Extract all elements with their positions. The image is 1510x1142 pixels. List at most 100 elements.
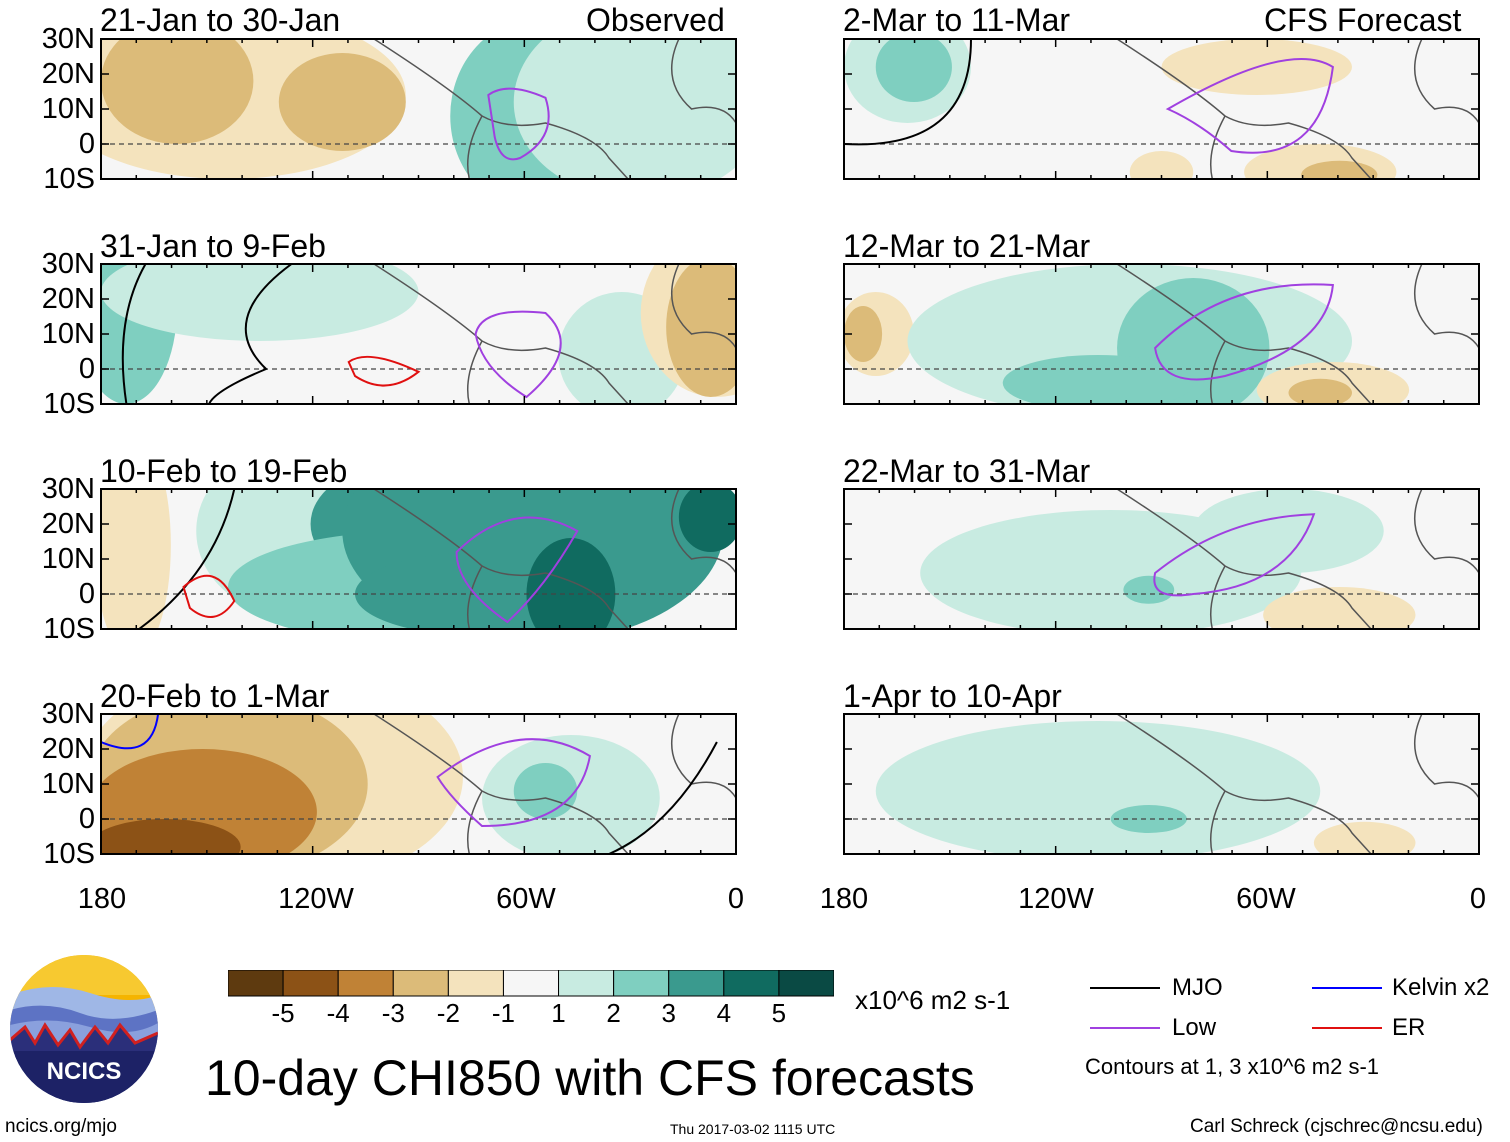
y-tick-label: 10N	[41, 768, 95, 800]
contour-line	[138, 489, 236, 629]
legend-mjo-line	[1090, 987, 1160, 989]
legend-contour-note: Contours at 1, 3 x10^6 m2 s-1	[1085, 1054, 1380, 1079]
contour-line	[455, 516, 579, 624]
colorbar-swatch	[228, 970, 284, 997]
shading-region	[1313, 821, 1416, 854]
shading-region	[101, 819, 241, 854]
panel-title-fc-3: 22-Mar to 31-Mar	[843, 453, 1091, 489]
colorbar-swatch	[778, 970, 834, 997]
colorbar-tick-label: 1	[551, 998, 566, 1028]
y-tick-label: 10S	[43, 163, 95, 195]
y-tick-label: 30N	[41, 248, 95, 280]
legend-kelvin-label: Kelvin x2	[1392, 974, 1490, 1001]
x-tick-fc-120w: 120W	[1018, 883, 1094, 915]
shading-region	[666, 264, 736, 397]
y-tick-label: 0	[78, 803, 95, 835]
legend-kelvin-line	[1312, 987, 1382, 989]
legend-er-label: ER	[1392, 1014, 1426, 1041]
contour-line	[208, 264, 293, 404]
contour-line	[1165, 58, 1334, 154]
contour-line	[436, 738, 592, 828]
y-tick-label: 10S	[43, 388, 95, 420]
x-tick-obs-0: 0	[727, 883, 745, 915]
colorbar-tick-label: 4	[716, 998, 732, 1028]
shading-region	[278, 53, 406, 151]
contour-line	[1153, 513, 1316, 597]
panel-title-obs-4: 20-Feb to 1-Mar	[100, 678, 330, 714]
y-tick-label: 10S	[43, 613, 95, 645]
colorbar-tick-label: 3	[661, 998, 676, 1028]
map-panel-fc-4	[843, 713, 1480, 855]
observed-header: Observed	[586, 2, 725, 38]
colorbar-swatch	[723, 970, 780, 997]
colorbar-swatch	[558, 970, 615, 997]
y-tick-label: 20N	[41, 283, 95, 315]
contour-line	[347, 355, 421, 387]
legend-low-label: Low	[1172, 1014, 1217, 1041]
map-panel-fc-3	[843, 488, 1480, 630]
forecast-header: CFS Forecast	[1264, 2, 1462, 38]
panel-title-fc-2: 12-Mar to 21-Mar	[843, 228, 1091, 264]
x-tick-fc-180: 180	[819, 883, 869, 915]
shading-region	[101, 264, 419, 341]
colorbar-swatch	[447, 970, 504, 997]
panel-title-fc-4: 1-Apr to 10-Apr	[843, 678, 1062, 714]
contour-line	[1154, 283, 1334, 381]
y-tick-label: 20N	[41, 508, 95, 540]
figure-title: 10-day CHI850 with CFS forecasts	[205, 1050, 975, 1106]
y-tick-label: 30N	[41, 473, 95, 505]
y-tick-label: 20N	[41, 58, 95, 90]
legend-mjo-label: MJO	[1172, 974, 1223, 1001]
shading-region	[526, 538, 616, 629]
colorbar-tick-label: 2	[606, 998, 621, 1028]
footer-timestamp: Thu 2017-03-02 1115 UTC	[670, 1121, 836, 1137]
map-panel-fc-2	[843, 263, 1480, 405]
panel-title-obs-3: 10-Feb to 19-Feb	[100, 453, 348, 489]
y-tick-label: 30N	[41, 698, 95, 730]
shading-region	[844, 306, 883, 362]
legend-er-line	[1312, 1027, 1382, 1029]
colorbar-tick-label: -1	[491, 998, 516, 1028]
y-tick-label: 10S	[43, 838, 95, 870]
footer-site: ncics.org/mjo	[5, 1116, 117, 1137]
y-tick-label: 30N	[41, 23, 95, 55]
shading-region	[1002, 355, 1194, 404]
y-tick-label: 0	[78, 128, 95, 160]
shading-region	[678, 489, 736, 552]
map-panel-obs-4	[100, 713, 737, 855]
colorbar	[228, 970, 834, 997]
x-tick-fc-0: 0	[1469, 883, 1487, 915]
colorbar-tick-label: 5	[771, 998, 787, 1028]
legend-low-line	[1090, 1027, 1160, 1029]
y-tick-label: 10N	[41, 93, 95, 125]
colorbar-tick-label: -4	[326, 998, 350, 1028]
ncics-logo: NCICS	[10, 955, 158, 1103]
colorbar-swatch	[337, 970, 394, 997]
colorbar-swatch	[668, 970, 725, 997]
shading-region	[1123, 575, 1175, 604]
y-tick-label: 0	[78, 353, 95, 385]
map-panel-fc-1	[843, 38, 1480, 180]
y-tick-label: 20N	[41, 733, 95, 765]
shading-region	[101, 39, 254, 144]
coastline	[1116, 714, 1479, 854]
y-tick-label: 10N	[41, 318, 95, 350]
map-panel-obs-1	[100, 38, 737, 180]
map-panel-obs-3	[100, 488, 737, 630]
colorbar-tick-label: -3	[381, 998, 405, 1028]
y-tick-label: 10N	[41, 543, 95, 575]
colorbar-swatch	[392, 970, 449, 997]
shading-region	[1288, 378, 1352, 404]
contour-line	[182, 574, 236, 618]
colorbar-swatch	[613, 970, 670, 997]
x-tick-fc-60w: 60W	[1236, 883, 1296, 915]
coastline	[1116, 489, 1479, 629]
contour-line	[101, 714, 160, 750]
colorbar-swatch	[282, 970, 339, 997]
shading-region	[875, 721, 1321, 854]
coastline	[373, 489, 736, 629]
coastline	[1116, 39, 1479, 179]
contour-line	[608, 741, 718, 854]
panel-title-fc-1: 2-Mar to 11-Mar	[843, 2, 1071, 38]
shading-region	[1263, 587, 1416, 629]
